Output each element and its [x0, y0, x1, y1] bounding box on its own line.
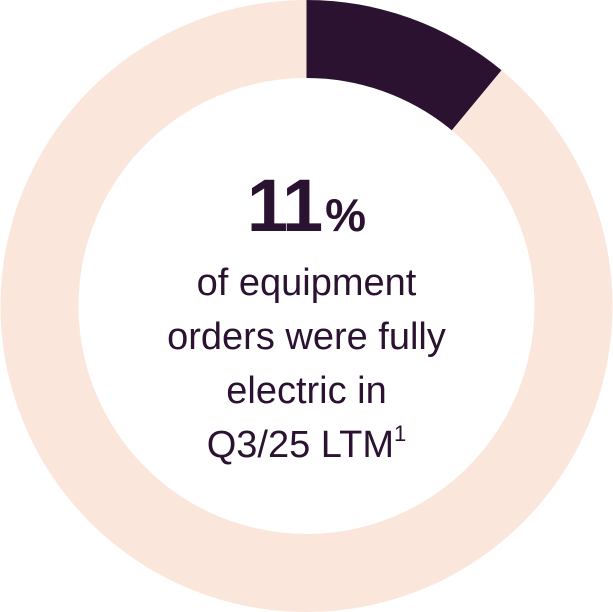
stat-value: 11 [246, 164, 323, 247]
stat-unit: % [325, 189, 367, 241]
slice-fully-electric [306, 0, 502, 131]
headline-stat: 11% [120, 166, 493, 246]
caption-period-label: Q3/25 LTM [206, 424, 394, 466]
caption-line-4: Q3/25 LTM1 [120, 418, 493, 472]
caption-line-3: electric in [226, 370, 387, 412]
caption-line-1: of equipment [196, 262, 417, 304]
caption-line-2: orders were fully [167, 316, 446, 358]
footnote-marker: 1 [394, 421, 407, 446]
stat-caption: of equipment orders were fully electric … [120, 256, 493, 472]
